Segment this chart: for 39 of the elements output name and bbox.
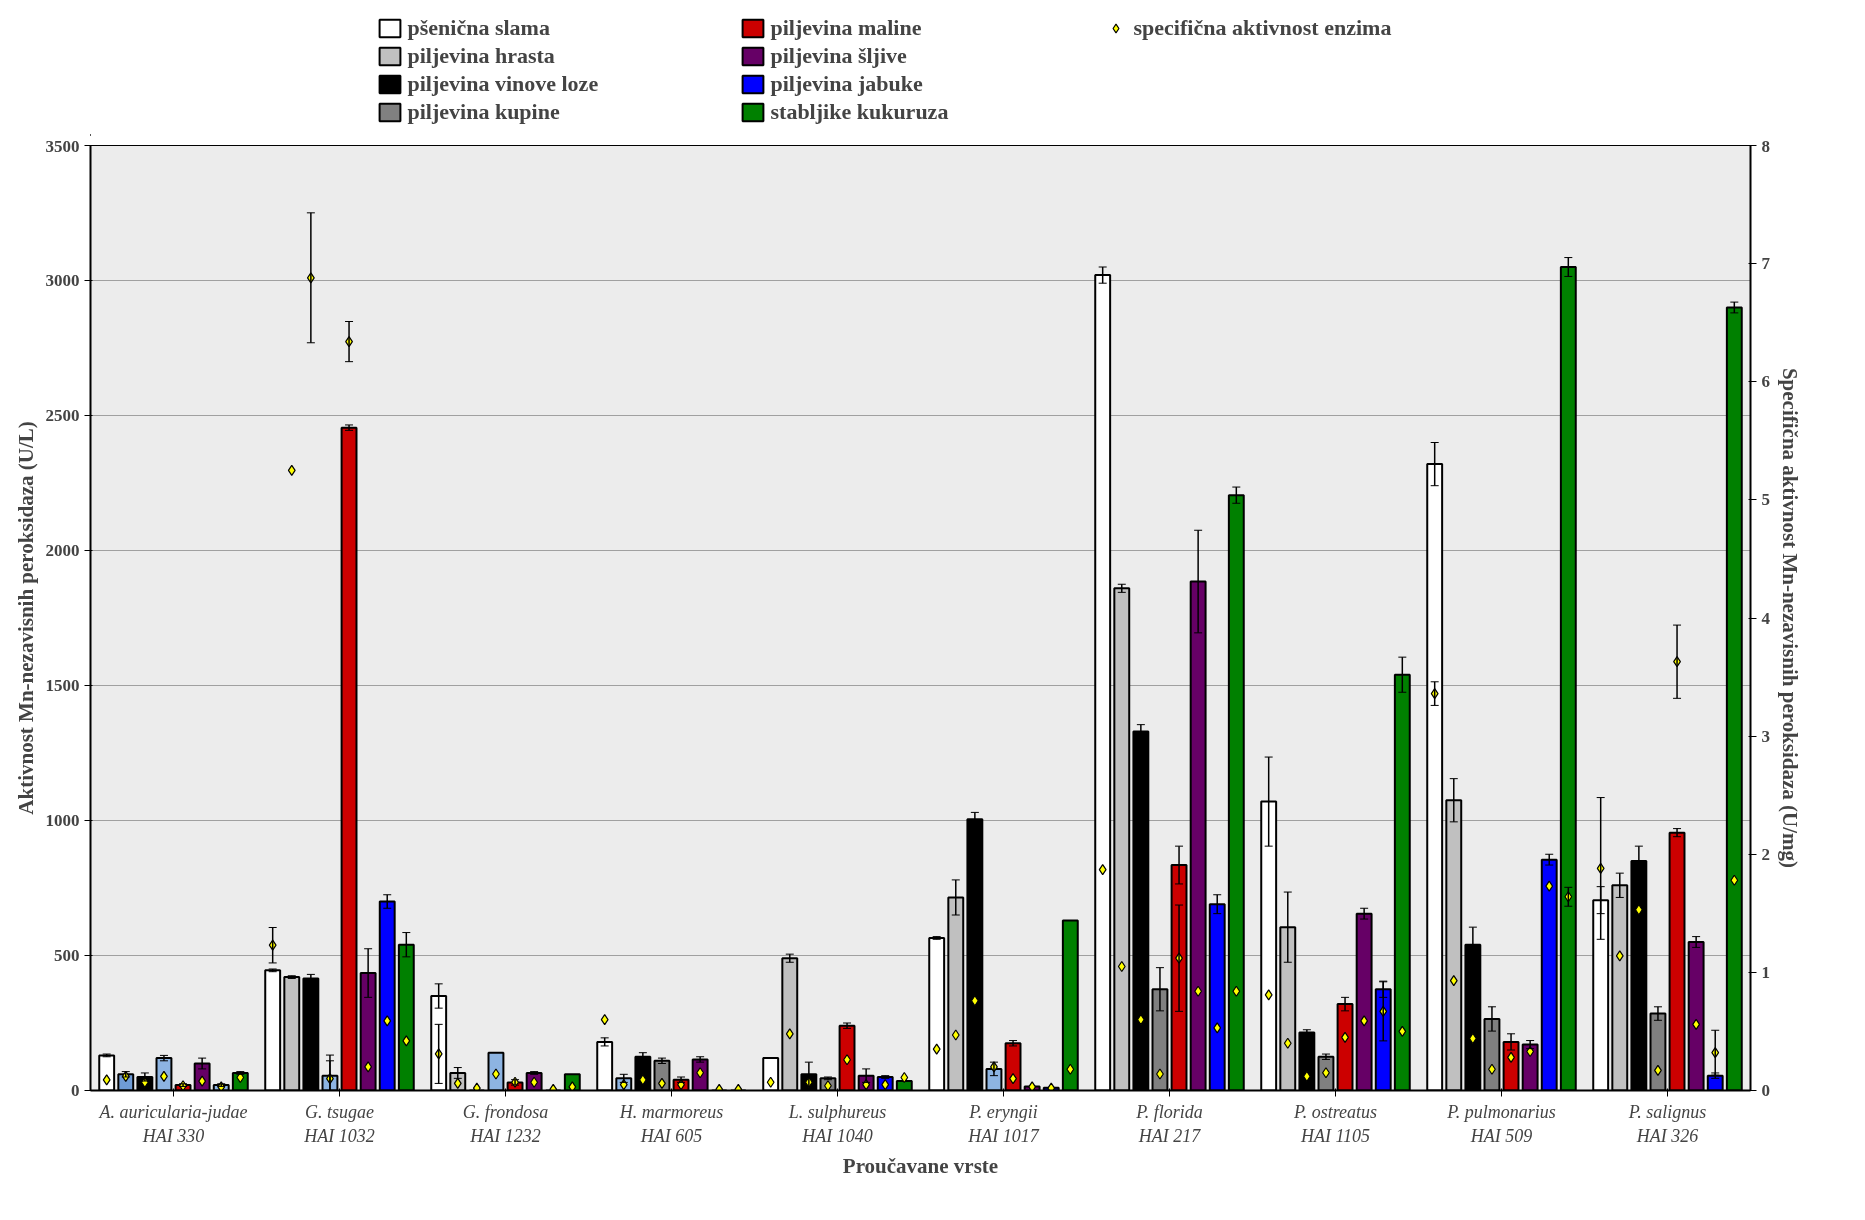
x-axis-title: Proučavane vrste — [842, 1153, 999, 1178]
y2-tick-label: 0 — [1761, 1081, 1770, 1100]
x-tick-label: P. florida HAI 217 — [1135, 1101, 1203, 1146]
y2-axis-title: Specifična aktivnost Mn-nezavisnih peroksidaza (U/mg) — [1778, 367, 1802, 869]
y-axis-title: Aktivnost Mn-nezavisnih peroksidaza (U/L) — [13, 421, 38, 815]
x-tick-label: A. auricularia-judae HAI 330 — [98, 1101, 248, 1146]
y2-tick-label: 3 — [1761, 726, 1770, 746]
y-tick-label: 3000 — [45, 271, 80, 290]
legend-label: piljevina jabuke — [770, 71, 924, 97]
y2-tick-label: 8 — [1761, 136, 1770, 156]
legend-label: piljevina hrasta — [407, 43, 556, 69]
y-tick-label: 2000 — [45, 541, 80, 560]
legend-label: stabljike kukuruza — [770, 99, 950, 125]
y-tick-label: 2500 — [45, 406, 80, 425]
y2-tick-label: 7 — [1761, 254, 1771, 274]
x-tick-label: P. eryngii HAI 1017 — [967, 1101, 1040, 1146]
y-tick-label: 3500 — [45, 136, 80, 156]
legend-label: piljevina maline — [770, 15, 923, 41]
x-tick-label: L. sulphureus HAI 1040 — [787, 1101, 887, 1146]
y-tick-label: 500 — [54, 946, 80, 965]
x-tick-label: P. ostreatus HAI 1105 — [1292, 1101, 1378, 1146]
y2-tick-label: 1 — [1761, 962, 1770, 982]
legend-label: specifična aktivnost enzima — [1133, 15, 1393, 41]
legend-label: pšenična slama — [407, 15, 551, 41]
y-tick-label: 1000 — [45, 811, 80, 830]
legend-label: piljevina vinove loze — [407, 71, 600, 97]
y2-tick-label: 6 — [1761, 372, 1770, 392]
x-tick-label: P. salignus HAI 326 — [1627, 1101, 1707, 1146]
y-tick-label: 1500 — [45, 676, 80, 695]
legend-label: piljevina šljive — [770, 43, 908, 69]
legend-label: piljevina kupine — [407, 99, 561, 125]
y2-tick-label: 4 — [1761, 608, 1771, 628]
x-tick-label: G. tsugae HAI 1032 — [303, 1101, 375, 1146]
y-tick-label: 0 — [71, 1081, 80, 1100]
x-tick-label: G. frondosa HAI 1232 — [462, 1101, 549, 1146]
x-tick-label: P. pulmonarius HAI 509 — [1446, 1101, 1556, 1146]
y2-tick-label: 2 — [1761, 844, 1770, 864]
x-tick-label: H. marmoreus HAI 605 — [618, 1101, 724, 1146]
y2-tick-label: 5 — [1761, 490, 1770, 510]
